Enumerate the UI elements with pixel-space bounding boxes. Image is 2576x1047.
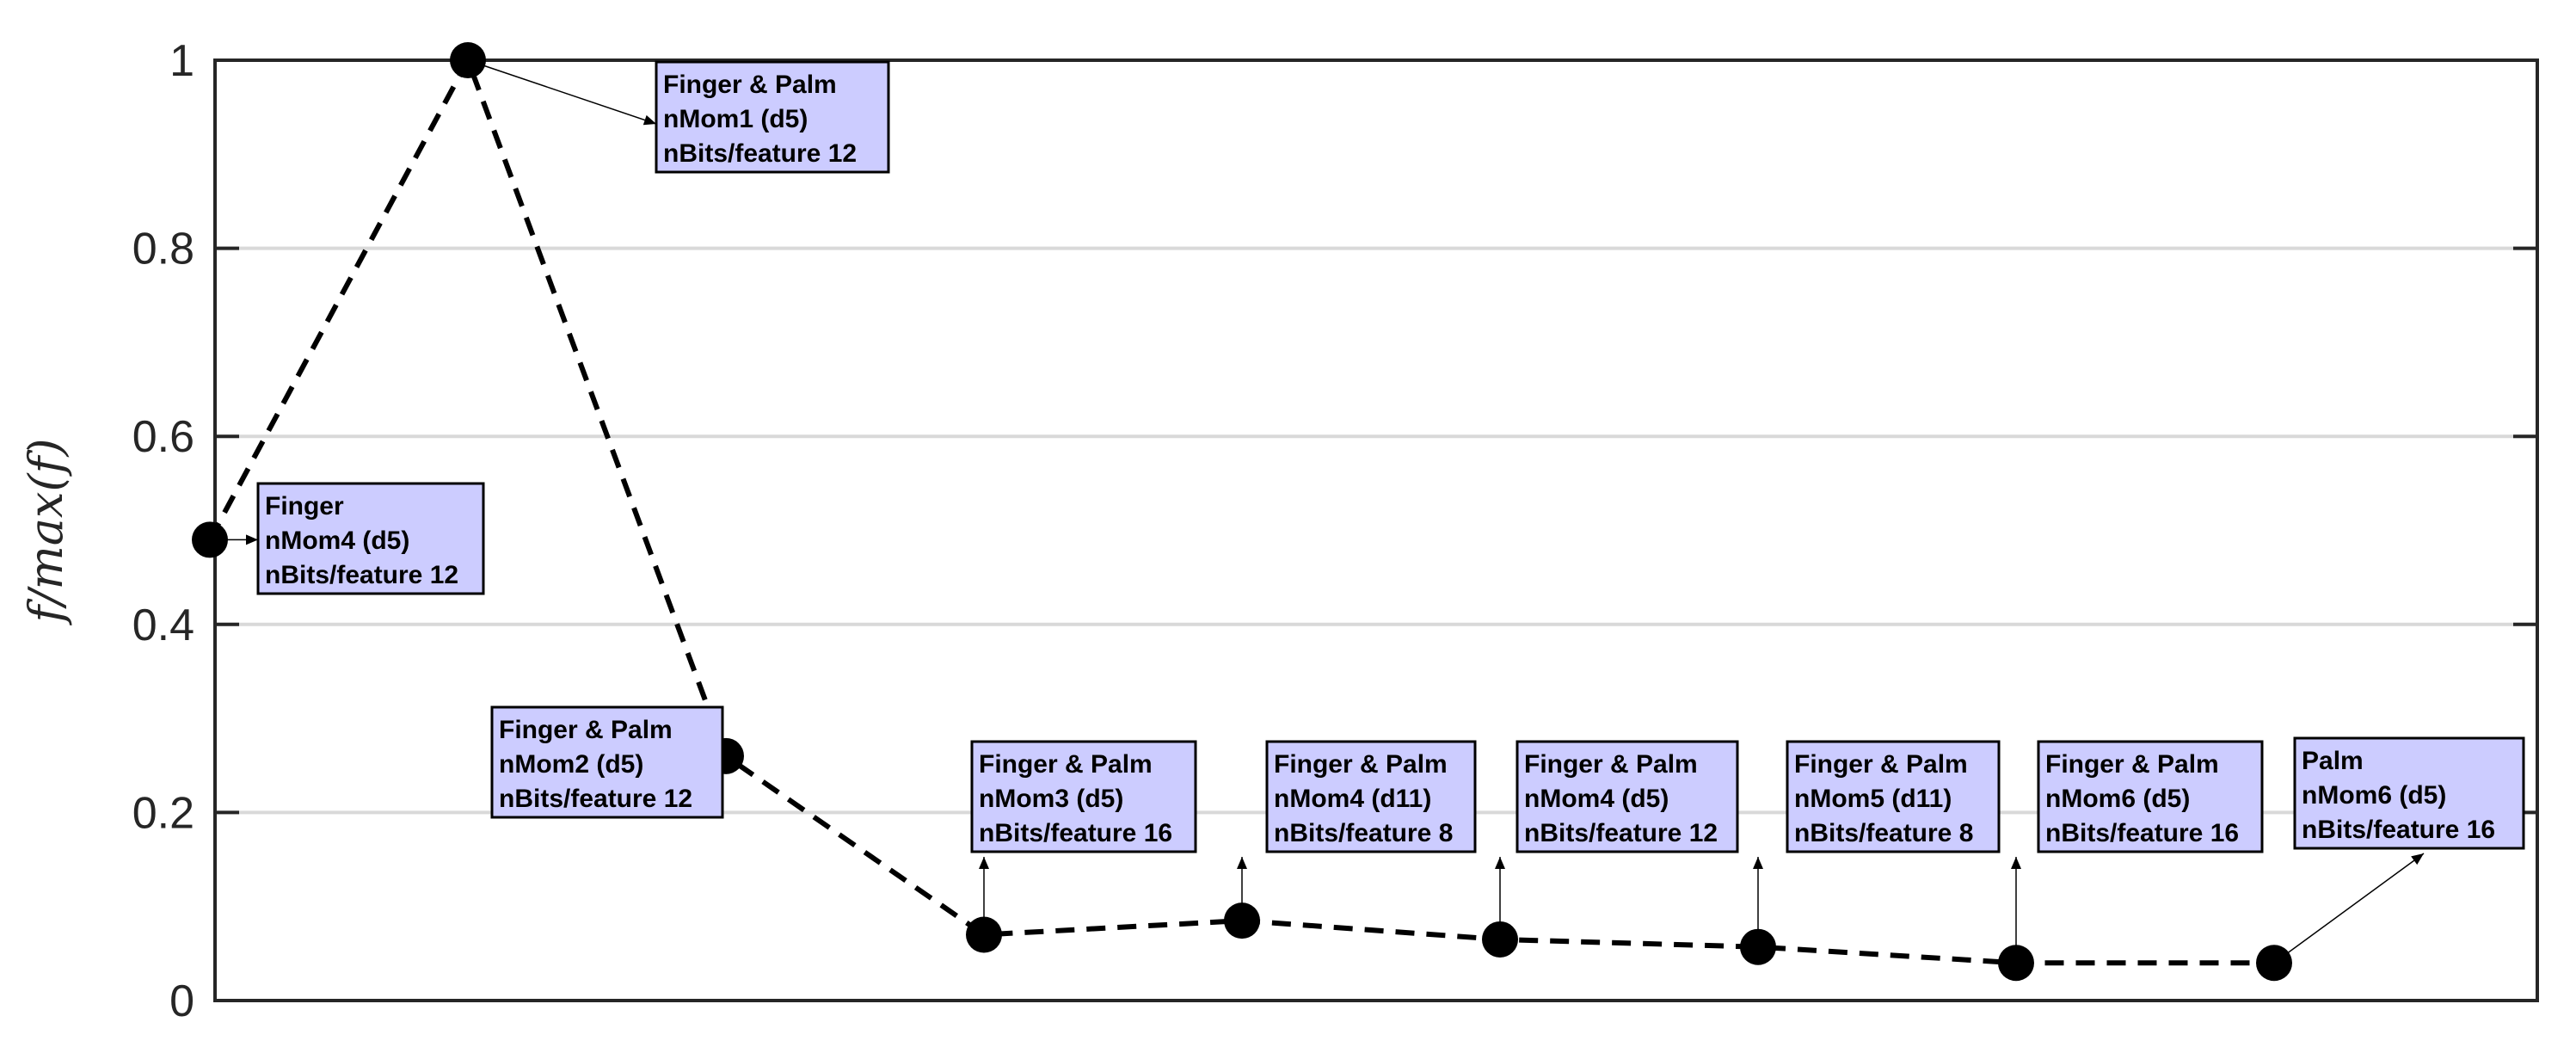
annotation-text: nBits/feature 8 xyxy=(1794,819,1973,847)
annotation-text: Finger & Palm xyxy=(1274,750,1448,779)
data-point-3 xyxy=(966,916,1002,953)
annotation-text: Finger xyxy=(265,492,344,520)
annotation-box-5 xyxy=(1515,740,1739,853)
y-tick-label: 0.2 xyxy=(132,788,194,838)
annotation-text: nBits/feature 16 xyxy=(2045,819,2239,847)
annotation-text: Finger & Palm xyxy=(663,71,837,99)
annotation-text: nBits/feature 16 xyxy=(979,819,1172,847)
data-point-markers xyxy=(192,42,2292,982)
annotation-box-8 xyxy=(2293,736,2525,850)
annotation-text: Finger & Palm xyxy=(2045,750,2219,779)
annotation-text: Finger & Palm xyxy=(1794,750,1968,779)
data-point-4 xyxy=(1224,902,1260,939)
data-point-0 xyxy=(192,521,228,558)
annotation-arrowhead-8 xyxy=(2411,853,2424,865)
annotation-box-4 xyxy=(1265,740,1477,853)
annotation-box-0 xyxy=(256,482,485,595)
y-axis-ticks: 0 0.2 0.4 0.6 0.8 1 xyxy=(132,36,2537,1026)
annotation-arrowhead-5 xyxy=(1495,857,1505,869)
annotation-text: Finger & Palm xyxy=(499,716,673,744)
annotation-arrowhead-7 xyxy=(2011,857,2021,869)
annotation-text: nBits/feature 12 xyxy=(663,139,857,168)
annotation-text: nMom4 (d5) xyxy=(1524,785,1669,813)
y-tick-label: 1 xyxy=(169,36,194,86)
y-tick-label: 0.8 xyxy=(132,225,194,274)
annotation-arrowhead-3 xyxy=(979,857,989,869)
annotation-arrowhead-6 xyxy=(1753,857,1763,869)
annotation-box-2 xyxy=(490,705,724,819)
data-point-7 xyxy=(1998,945,2034,982)
annotation-box-7 xyxy=(2037,740,2264,853)
annotation-text: nBits/feature 12 xyxy=(265,561,458,589)
annotation-text: Finger & Palm xyxy=(979,750,1153,779)
annotation-text: nMom6 (d5) xyxy=(2302,781,2446,810)
data-point-6 xyxy=(1740,928,1776,965)
annotation-box-6 xyxy=(1786,740,2001,853)
annotation-arrowhead-1 xyxy=(642,114,656,126)
annotation-text: Palm xyxy=(2302,747,2364,775)
annotation-text: nMom3 (d5) xyxy=(979,785,1123,813)
annotation-text: Finger & Palm xyxy=(1524,750,1698,779)
annotation-text: nMom6 (d5) xyxy=(2045,785,2190,813)
data-point-5 xyxy=(1482,921,1518,958)
annotation-arrow-8 xyxy=(2273,853,2425,964)
annotation-text: nMom5 (d11) xyxy=(1794,785,1952,813)
annotation-text: nMom4 (d11) xyxy=(1274,785,1431,813)
y-axis-label: f/max(f) xyxy=(19,438,73,625)
y-tick-label: 0.6 xyxy=(132,412,194,462)
y-tick-label: 0.4 xyxy=(132,600,194,650)
annotation-text: nBits/feature 16 xyxy=(2302,816,2495,844)
annotation-arrow-1 xyxy=(467,59,657,125)
data-point-1 xyxy=(450,42,486,78)
annotation-text: nMom4 (d5) xyxy=(265,527,409,555)
annotation-boxes: Finger nMom4 (d5) nBits/feature 12 Finger &… xyxy=(256,60,2525,853)
annotation-text: nBits/feature 12 xyxy=(1524,819,1718,847)
annotation-text: nBits/feature 12 xyxy=(499,785,692,813)
annotation-text: nMom2 (d5) xyxy=(499,750,643,779)
annotation-box-1 xyxy=(655,60,890,174)
data-point-8 xyxy=(2256,945,2292,982)
annotation-arrowhead-4 xyxy=(1237,857,1247,869)
annotation-text: nBits/feature 8 xyxy=(1274,819,1453,847)
annotation-text: nMom1 (d5) xyxy=(663,105,808,133)
annotation-arrowhead-0 xyxy=(246,534,258,545)
y-tick-label: 0 xyxy=(169,976,194,1026)
annotation-box-3 xyxy=(970,740,1197,853)
plot-area-frame xyxy=(213,59,2539,1002)
